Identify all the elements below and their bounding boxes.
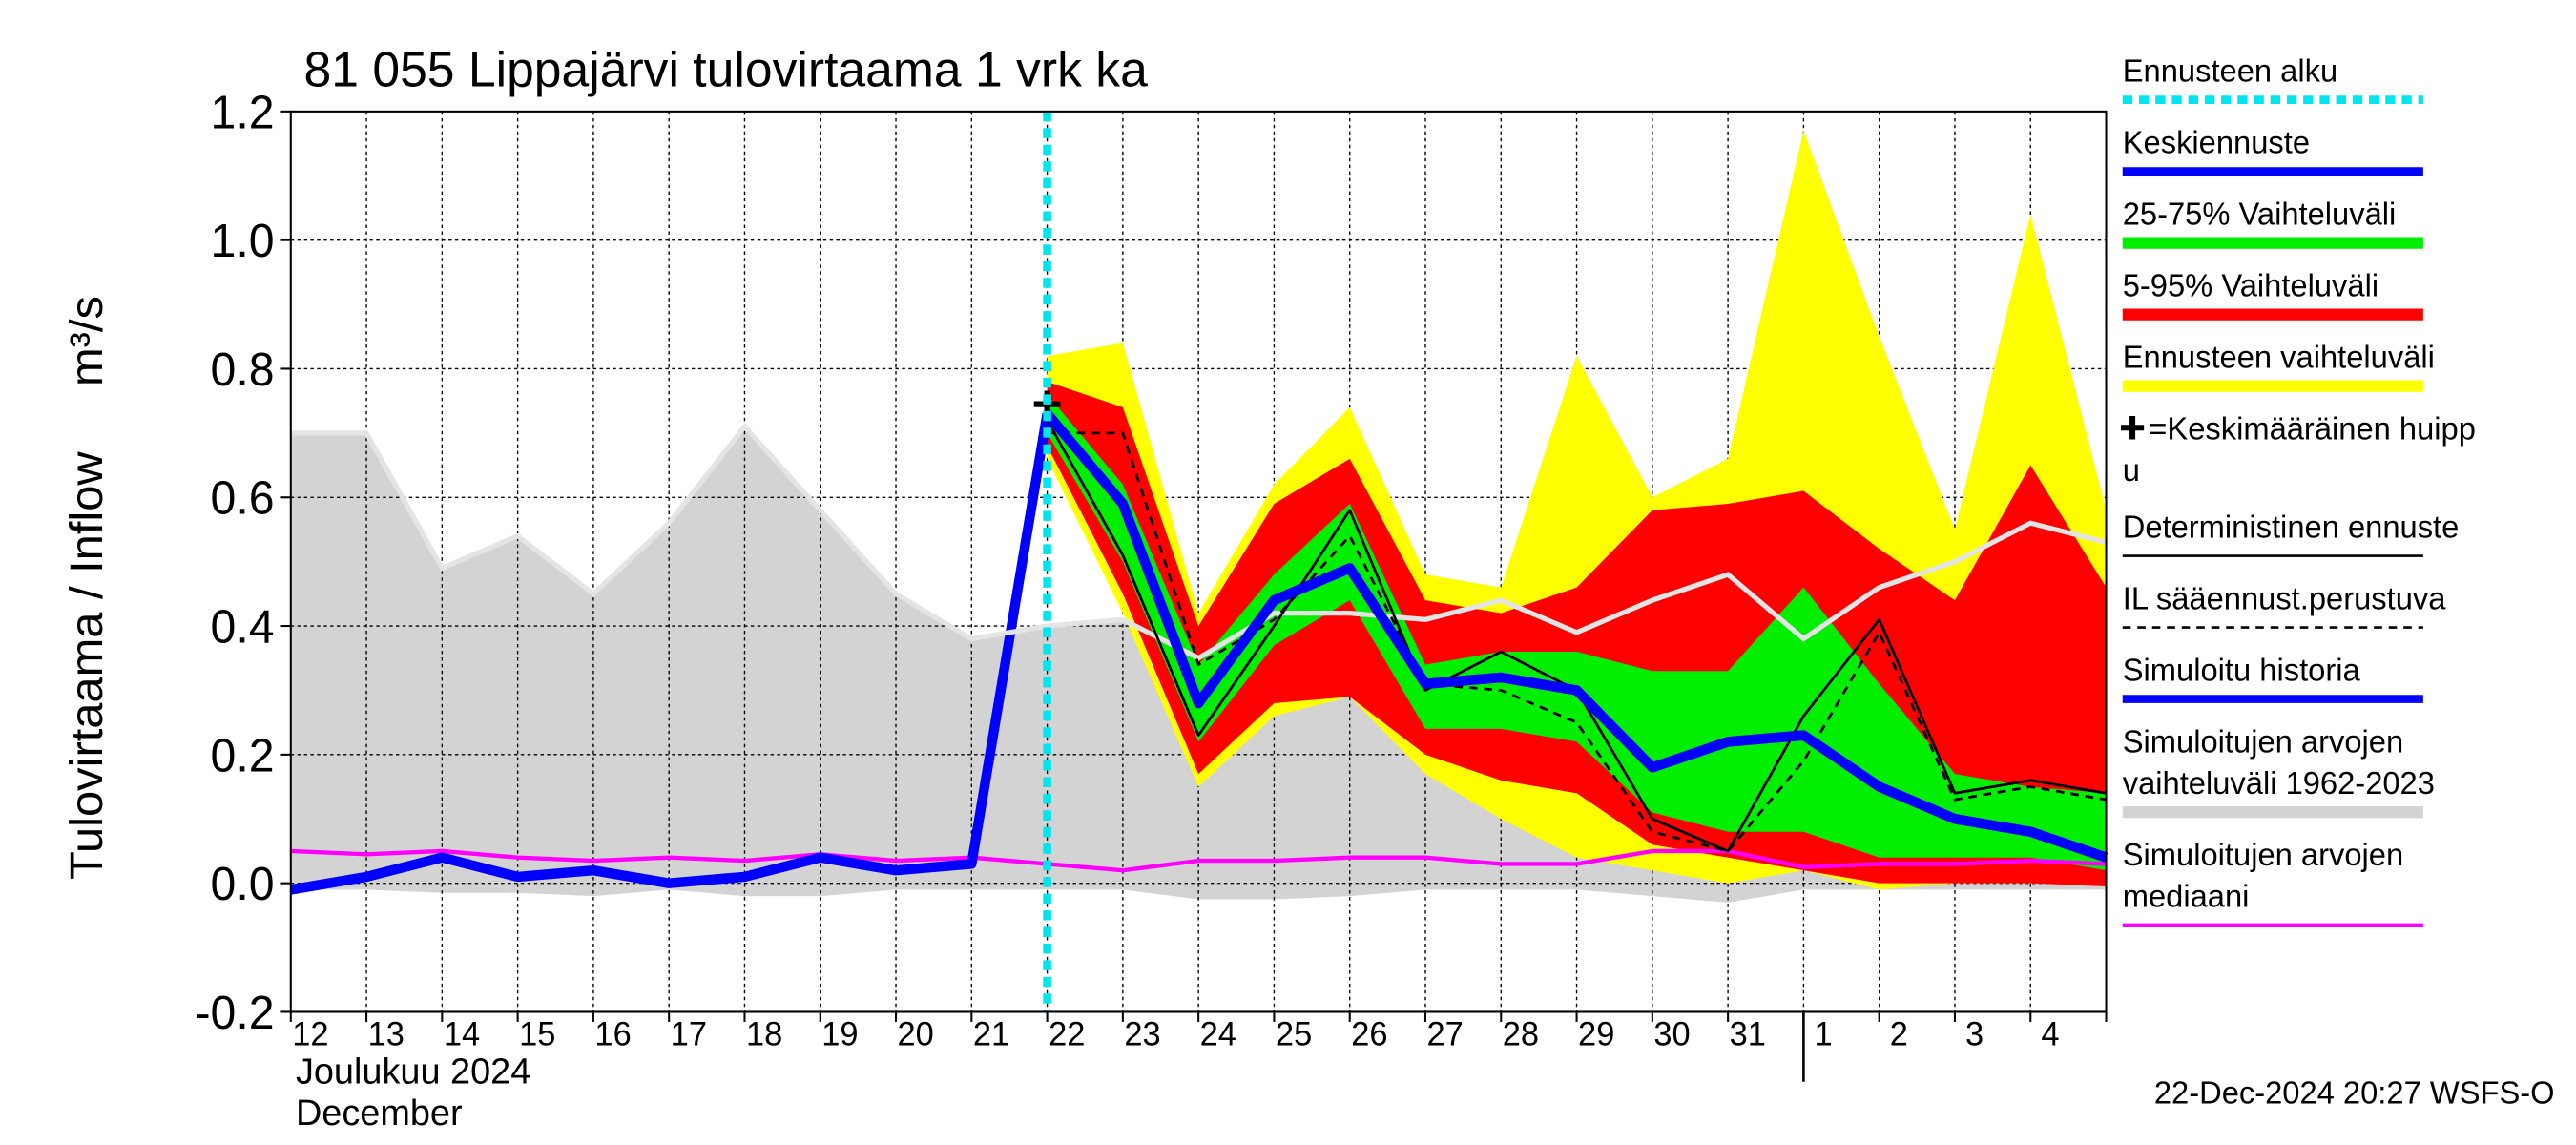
y-tick-label: 0.0 [211, 859, 275, 910]
chart-title: 81 055 Lippajärvi tulovirtaama 1 vrk ka [304, 42, 1148, 97]
y-tick-label: 0.8 [211, 344, 275, 396]
y-tick-label: 1.0 [211, 216, 275, 267]
footer: 22-Dec-2024 20:27 WSFS-O [2154, 1074, 2555, 1110]
series-line [1043, 410, 2109, 863]
series-line [290, 848, 2107, 873]
x-tick-label: 31 [1730, 1016, 1766, 1052]
x-tick-label: 28 [1503, 1016, 1539, 1052]
legend-label: Simuloitujen arvojen [2123, 837, 2403, 872]
y-tick-label: 1.2 [211, 87, 275, 138]
x-tick-label: 16 [594, 1016, 631, 1052]
band-area [1047, 394, 2107, 871]
x-tick-label: 20 [898, 1016, 934, 1052]
series-line [289, 412, 1052, 895]
legend-label: =Keskimääräinen huipp [2149, 410, 2476, 446]
x-tick-label: 18 [746, 1016, 782, 1052]
y-tick-label: 0.4 [211, 601, 275, 653]
legend-label: IL sääennust.perustuva [2123, 580, 2446, 615]
x-tick-label: 13 [368, 1016, 405, 1052]
x-tick-label: 12 [292, 1016, 328, 1052]
x-tick-label: 25 [1276, 1016, 1312, 1052]
x-tick-label: 19 [821, 1016, 858, 1052]
x-tick-label: 17 [671, 1016, 707, 1052]
legend-label: Simuloitu historia [2123, 652, 2361, 687]
x-tick-label: 2 [1890, 1016, 1908, 1052]
x-tick-label: 26 [1351, 1016, 1387, 1052]
legend-label: vaihteluväli 1962-2023 [2123, 765, 2435, 801]
legend-label: 5-95% Vaihteluväli [2123, 267, 2379, 302]
x-tick-label: 4 [2041, 1016, 2059, 1052]
series-line [1047, 431, 2107, 853]
x-tick-label: 23 [1124, 1016, 1160, 1052]
x-tick-label: 3 [1965, 1016, 1984, 1052]
legend-label: mediaani [2123, 878, 2250, 913]
x-tick-label: 15 [519, 1016, 555, 1052]
month-label: Joulukuu 2024 [296, 1051, 530, 1092]
x-tick-label: 27 [1427, 1016, 1464, 1052]
y-axis-label: Tulovirtaama / Inflow [61, 450, 113, 880]
legend-label: Ennusteen alku [2123, 52, 2337, 88]
legend-label: 25-75% Vaihteluväli [2123, 196, 2397, 231]
y-tick-label: 0.2 [211, 730, 275, 781]
legend-label: Deterministinen ennuste [2123, 509, 2460, 544]
legend-label: Ennusteen vaihteluväli [2123, 339, 2435, 374]
legend-swatch [2121, 416, 2145, 440]
x-tick-label: 24 [1200, 1016, 1236, 1052]
x-tick-label: 30 [1653, 1016, 1690, 1052]
x-tick-label: 14 [444, 1016, 480, 1052]
month-label: December [296, 1093, 463, 1134]
legend-label: Simuloitujen arvojen [2123, 723, 2403, 759]
y-axis-unit: m³/s [61, 296, 113, 386]
x-tick-label: 21 [973, 1016, 1009, 1052]
band-edge [290, 423, 2108, 661]
legend-label: Keskiennuste [2123, 124, 2310, 159]
x-tick-label: 1 [1814, 1016, 1832, 1052]
y-tick-label: -0.2 [195, 988, 274, 1039]
x-tick-label: 29 [1578, 1016, 1614, 1052]
y-tick-label: 0.6 [211, 472, 275, 524]
legend-label: u [2123, 452, 2140, 488]
x-tick-label: 22 [1049, 1016, 1085, 1052]
